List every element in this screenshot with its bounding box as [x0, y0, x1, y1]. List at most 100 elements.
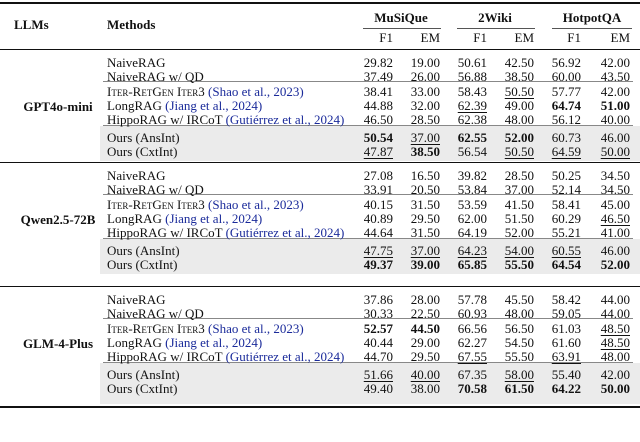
value-cell: 51.50	[484, 212, 534, 226]
value-cell: 57.78	[437, 293, 487, 307]
header-metric: F1	[567, 30, 581, 45]
value: 53.84	[457, 182, 487, 197]
method-name: LongRAG	[107, 98, 162, 113]
dataset-underline	[457, 28, 535, 29]
section-rule	[103, 125, 633, 126]
value: 37.00	[504, 182, 534, 197]
value-cell: 62.39	[437, 99, 487, 113]
method-cell: NaiveRAG	[107, 293, 166, 307]
citation-link[interactable]: (Jiang et al., 2024)	[165, 335, 263, 350]
citation-link[interactable]: (Shao et al., 2023)	[208, 197, 304, 212]
value: 57.78	[457, 292, 487, 307]
value: 19.00	[410, 55, 440, 70]
method-cell: HippoRAG w/ IRCoT (Gutiérrez et al., 202…	[107, 226, 344, 240]
value: 50.25	[551, 168, 581, 183]
method-cell: LongRAG (Jiang et al., 2024)	[107, 99, 262, 113]
value-cell: 52.00	[484, 226, 534, 240]
value: 50.61	[457, 55, 487, 70]
value-cell: 50.50	[484, 85, 534, 99]
value-cell: 58.42	[531, 293, 581, 307]
value-cell: 37.86	[343, 293, 393, 307]
value: 43.50	[600, 69, 630, 84]
value: 52.00	[504, 225, 534, 240]
value: 61.60	[551, 335, 581, 350]
value: 51.50	[504, 211, 534, 226]
method-cell: Iter-RetGen Iter3 (Shao et al., 2023)	[107, 322, 304, 336]
top-rule	[0, 2, 640, 4]
citation-link[interactable]: (Gutiérrez et al., 2024)	[225, 349, 345, 364]
value-cell: 63.91	[531, 350, 581, 364]
section-rule	[103, 362, 633, 363]
value-cell: 67.55	[437, 350, 487, 364]
value-cell: 48.00	[580, 350, 630, 364]
value-cell: 65.85	[437, 258, 487, 272]
value-cell: 44.50	[390, 322, 440, 336]
value-cell: 34.50	[580, 169, 630, 183]
value: 41.00	[600, 225, 630, 240]
value-cell: 38.00	[390, 382, 440, 396]
value: 52.57	[363, 321, 393, 336]
value: 54.50	[504, 335, 534, 350]
value: 47.75	[363, 243, 393, 258]
method-name: LongRAG	[107, 335, 162, 350]
citation-link[interactable]: (Shao et al., 2023)	[208, 84, 304, 99]
method-cell: Ours (CxtInt)	[107, 258, 177, 272]
value: 64.74	[551, 98, 581, 113]
method-cell: LongRAG (Jiang et al., 2024)	[107, 212, 262, 226]
method-cell: NaiveRAG w/ QD	[107, 183, 204, 197]
value: 64.54	[551, 257, 581, 272]
value-cell: 60.00	[531, 70, 581, 84]
value: 42.00	[600, 367, 630, 382]
value-cell: 19.00	[390, 56, 440, 70]
value: 55.50	[504, 257, 534, 272]
bottom-rule	[0, 406, 640, 408]
value-cell: 37.00	[390, 131, 440, 145]
method-name: NaiveRAG w/ QD	[107, 182, 204, 197]
citation-link[interactable]: (Jiang et al., 2024)	[165, 98, 263, 113]
value-cell: 20.50	[390, 183, 440, 197]
value: 40.44	[363, 335, 393, 350]
value: 48.50	[600, 321, 630, 336]
citation-link[interactable]: (Gutiérrez et al., 2024)	[225, 112, 345, 127]
value-cell: 38.50	[390, 145, 440, 159]
value: 28.50	[504, 168, 534, 183]
method-cell: Ours (AnsInt)	[107, 131, 180, 145]
value-cell: 52.14	[531, 183, 581, 197]
value-cell: 49.40	[343, 382, 393, 396]
value: 37.00	[410, 243, 440, 258]
value-cell: 41.00	[580, 226, 630, 240]
value-cell: 29.82	[343, 56, 393, 70]
llm-label: Qwen2.5-72B	[20, 212, 96, 227]
header-dataset-2wiki: 2Wiki	[478, 10, 512, 25]
value: 58.42	[551, 292, 581, 307]
value-cell: 60.93	[437, 307, 487, 321]
method-name: Ours (AnsInt)	[107, 243, 180, 258]
method-cell: Ours (AnsInt)	[107, 368, 180, 382]
method-name: Iter-RetGen Iter3	[107, 84, 205, 99]
value: 56.92	[551, 55, 581, 70]
method-name: LongRAG	[107, 211, 162, 226]
value: 41.50	[504, 197, 534, 212]
value: 58.00	[504, 367, 534, 382]
value-cell: 48.00	[484, 307, 534, 321]
value-cell: 58.41	[531, 198, 581, 212]
header-dataset-musique: MuSiQue	[374, 10, 428, 25]
value-cell: 27.08	[343, 169, 393, 183]
citation-link[interactable]: (Shao et al., 2023)	[208, 321, 304, 336]
value: 46.00	[600, 130, 630, 145]
method-cell: NaiveRAG w/ QD	[107, 307, 204, 321]
value: 50.00	[600, 381, 630, 396]
value: 39.00	[410, 257, 440, 272]
method-cell: Ours (CxtInt)	[107, 382, 177, 396]
method-cell: HippoRAG w/ IRCoT (Gutiérrez et al., 202…	[107, 350, 344, 364]
value-cell: 29.50	[390, 212, 440, 226]
value: 48.00	[504, 306, 534, 321]
value: 46.50	[363, 112, 393, 127]
value: 42.50	[504, 55, 534, 70]
ours-highlight	[100, 126, 640, 161]
citation-link[interactable]: (Jiang et al., 2024)	[165, 211, 263, 226]
citation-link[interactable]: (Gutiérrez et al., 2024)	[225, 225, 345, 240]
value-cell: 64.23	[437, 244, 487, 258]
value: 38.00	[410, 381, 440, 396]
value-cell: 42.00	[580, 368, 630, 382]
